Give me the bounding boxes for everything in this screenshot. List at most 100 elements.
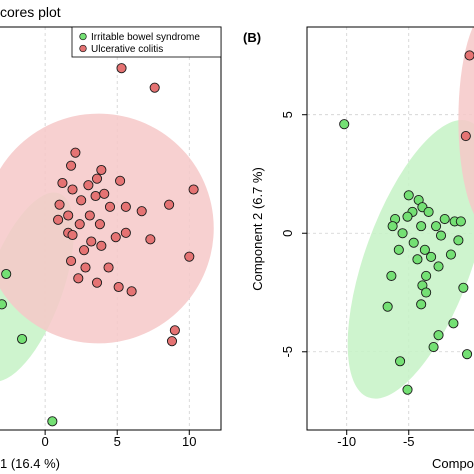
- point-ulcerative-colitis: [164, 199, 175, 210]
- legend-entry-ulcerative-colitis: Ulcerative colitis: [91, 44, 163, 55]
- point-ulcerative-colitis: [57, 177, 68, 189]
- point-ulcerative-colitis: [149, 82, 160, 93]
- point-irritable-bowel-syndrome: [395, 356, 406, 367]
- point-ulcerative-colitis: [73, 273, 84, 284]
- x-tick-label: 0: [42, 434, 49, 449]
- point-irritable-bowel-syndrome: [426, 251, 437, 262]
- panel-a: cores plot 0 5 10 1 (16.4 %) Irritable bow…: [0, 4, 222, 471]
- panel-a-ellipses: [0, 113, 214, 382]
- point-irritable-bowel-syndrome: [416, 299, 427, 310]
- point-ulcerative-colitis: [99, 188, 110, 199]
- point-irritable-bowel-syndrome: [382, 301, 393, 312]
- confidence-ellipse-ulcerative-colitis: [458, 27, 474, 215]
- point-ulcerative-colitis: [188, 184, 199, 195]
- legend-marker-ulcerative-colitis: [79, 44, 87, 53]
- panel-b-x-ticks: -10 -5: [337, 430, 415, 449]
- point-irritable-bowel-syndrome: [453, 235, 464, 246]
- point-irritable-bowel-syndrome: [433, 330, 444, 341]
- point-ulcerative-colitis: [184, 251, 195, 262]
- point-irritable-bowel-syndrome: [421, 287, 432, 298]
- point-irritable-bowel-syndrome: [445, 249, 456, 260]
- point-ulcerative-colitis: [80, 262, 91, 273]
- x-tick-label: 5: [114, 434, 121, 449]
- panel-a-title: cores plot: [0, 4, 61, 20]
- point-ulcerative-colitis: [120, 201, 131, 212]
- point-ulcerative-colitis: [67, 184, 78, 195]
- point-ulcerative-colitis: [96, 164, 107, 176]
- panel-b-y-axis-label: Component 2 (6.7 %): [250, 167, 265, 291]
- point-irritable-bowel-syndrome: [448, 318, 459, 329]
- point-ulcerative-colitis: [96, 240, 107, 251]
- panel-b-label: (B): [243, 30, 261, 45]
- point-ulcerative-colitis: [66, 255, 77, 267]
- panel-b: (B) -10 -5 5 0 -5 Compo Component 2 (6.7 %): [243, 26, 474, 471]
- point-ulcerative-colitis: [94, 219, 105, 230]
- point-ulcerative-colitis: [145, 234, 156, 245]
- point-irritable-bowel-syndrome: [428, 341, 439, 353]
- point-irritable-bowel-syndrome: [431, 221, 442, 232]
- point-ulcerative-colitis: [120, 227, 131, 238]
- legend-entry-irritable-bowel-syndrome: Irritable bowel syndrome: [91, 32, 200, 43]
- panel-a-x-ticks: 0 5 10: [42, 430, 197, 449]
- point-ulcerative-colitis: [76, 195, 87, 206]
- point-irritable-bowel-syndrome: [458, 282, 469, 293]
- point-irritable-bowel-syndrome: [462, 349, 473, 360]
- point-irritable-bowel-syndrome: [0, 299, 7, 310]
- point-irritable-bowel-syndrome: [416, 221, 427, 232]
- point-ulcerative-colitis: [84, 210, 95, 221]
- x-tick-label: -10: [337, 434, 356, 449]
- point-ulcerative-colitis: [53, 214, 64, 225]
- point-ulcerative-colitis: [91, 173, 103, 184]
- panel-b-y-ticks: 5 0 -5: [280, 111, 307, 358]
- point-ulcerative-colitis: [86, 236, 97, 247]
- point-ulcerative-colitis: [169, 325, 180, 336]
- point-ulcerative-colitis: [115, 175, 126, 186]
- point-irritable-bowel-syndrome: [433, 261, 444, 272]
- legend: Irritable bowel syndrome Ulcerative coli…: [71, 26, 222, 58]
- point-ulcerative-colitis: [67, 229, 78, 241]
- point-irritable-bowel-syndrome: [386, 270, 397, 281]
- panel-b-points: [339, 50, 474, 395]
- point-ulcerative-colitis: [113, 281, 124, 293]
- point-ulcerative-colitis: [63, 210, 74, 221]
- point-irritable-bowel-syndrome: [47, 416, 58, 427]
- legend-box: [71, 26, 222, 58]
- x-tick-label: 10: [182, 434, 196, 449]
- y-tick-label: 5: [280, 111, 295, 118]
- panel-a-points: [0, 63, 199, 427]
- legend-marker-irritable-bowel-syndrome: [79, 32, 87, 41]
- point-irritable-bowel-syndrome: [408, 237, 419, 248]
- point-irritable-bowel-syndrome: [17, 333, 28, 345]
- point-ulcerative-colitis: [116, 63, 127, 74]
- point-irritable-bowel-syndrome: [423, 206, 434, 217]
- panel-b-ellipses: [347, 27, 474, 399]
- point-ulcerative-colitis: [90, 190, 101, 202]
- panel-b-x-axis-label: Compo: [432, 456, 474, 471]
- point-irritable-bowel-syndrome: [402, 384, 413, 395]
- point-irritable-bowel-syndrome: [419, 244, 430, 255]
- point-irritable-bowel-syndrome: [393, 244, 404, 255]
- point-irritable-bowel-syndrome: [412, 254, 423, 265]
- panel-a-grid: [44, 27, 190, 430]
- point-ulcerative-colitis: [103, 262, 114, 273]
- point-ulcerative-colitis: [110, 232, 121, 243]
- point-ulcerative-colitis: [66, 160, 77, 171]
- point-ulcerative-colitis: [166, 336, 178, 347]
- point-ulcerative-colitis: [74, 219, 85, 230]
- point-ulcerative-colitis: [54, 199, 65, 210]
- point-ulcerative-colitis: [126, 286, 137, 297]
- point-irritable-bowel-syndrome: [402, 211, 413, 222]
- y-tick-label: 0: [280, 230, 295, 237]
- point-irritable-bowel-syndrome: [439, 213, 450, 225]
- panel-a-x-axis-label: 1 (16.4 %): [0, 456, 60, 471]
- point-ulcerative-colitis: [460, 130, 471, 142]
- point-ulcerative-colitis: [104, 201, 116, 212]
- point-irritable-bowel-syndrome: [397, 228, 408, 239]
- point-ulcerative-colitis: [91, 277, 103, 288]
- point-irritable-bowel-syndrome: [1, 268, 12, 280]
- y-tick-label: -5: [280, 346, 295, 358]
- point-ulcerative-colitis: [70, 147, 81, 158]
- point-ulcerative-colitis: [464, 50, 474, 61]
- point-ulcerative-colitis: [79, 245, 90, 256]
